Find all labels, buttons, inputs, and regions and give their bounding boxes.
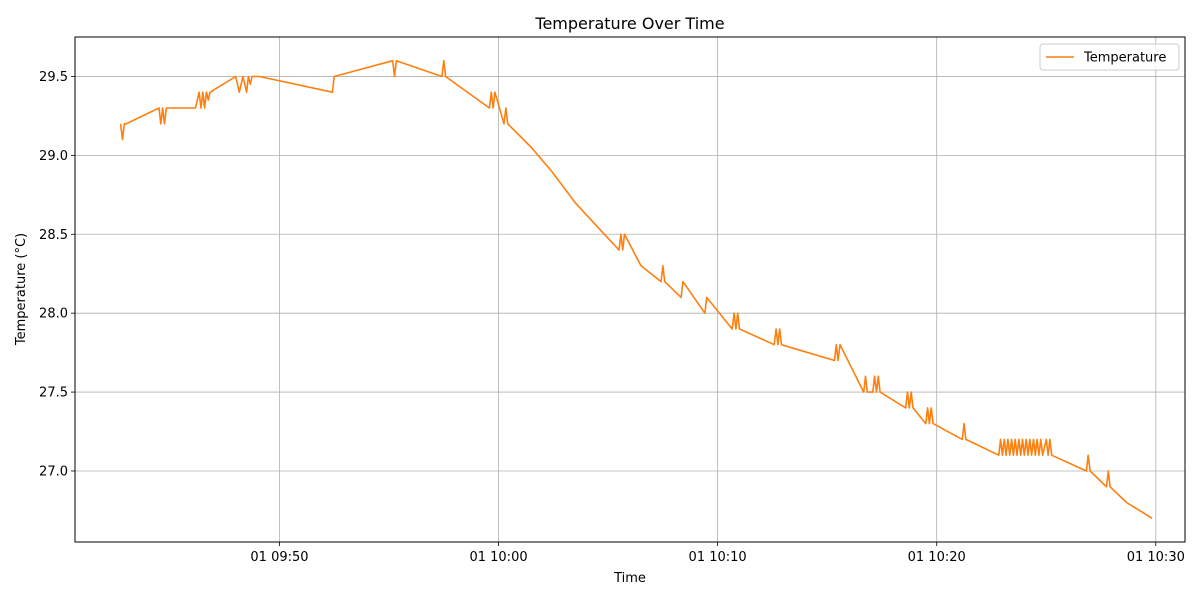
y-axis-title: Temperature (°C) xyxy=(14,233,29,346)
temperature-series-line xyxy=(119,59,1153,519)
plot-area xyxy=(75,37,1185,542)
x-axis-title: Time xyxy=(613,571,646,586)
x-tick-label: 01 09:50 xyxy=(250,550,308,565)
legend-box xyxy=(1039,43,1180,71)
x-axis-ticks: 01 09:50 01 10:00 01 10:10 01 10:20 01 10:30 xyxy=(250,542,1185,565)
legend: Temperature xyxy=(1039,43,1180,71)
grid-lines xyxy=(75,37,1185,542)
y-axis-ticks: 27.0 27.5 28.0 28.5 29.0 29.5 xyxy=(39,70,75,479)
x-tick-label: 01 10:00 xyxy=(469,550,527,565)
chart-title: Temperature Over Time xyxy=(534,14,724,33)
y-tick-label: 27.0 xyxy=(39,464,68,479)
y-tick-label: 27.5 xyxy=(39,386,68,401)
x-tick-label: 01 10:30 xyxy=(1127,550,1185,565)
y-tick-label: 29.0 xyxy=(39,149,68,164)
y-tick-label: 28.0 xyxy=(39,307,68,322)
x-tick-label: 01 10:10 xyxy=(689,550,747,565)
y-tick-label: 29.5 xyxy=(39,70,68,85)
series-layer xyxy=(119,59,1153,519)
legend-label: Temperature xyxy=(1083,51,1166,66)
y-tick-label: 28.5 xyxy=(39,228,68,243)
x-tick-label: 01 10:20 xyxy=(908,550,966,565)
plot-frame xyxy=(74,36,1186,543)
